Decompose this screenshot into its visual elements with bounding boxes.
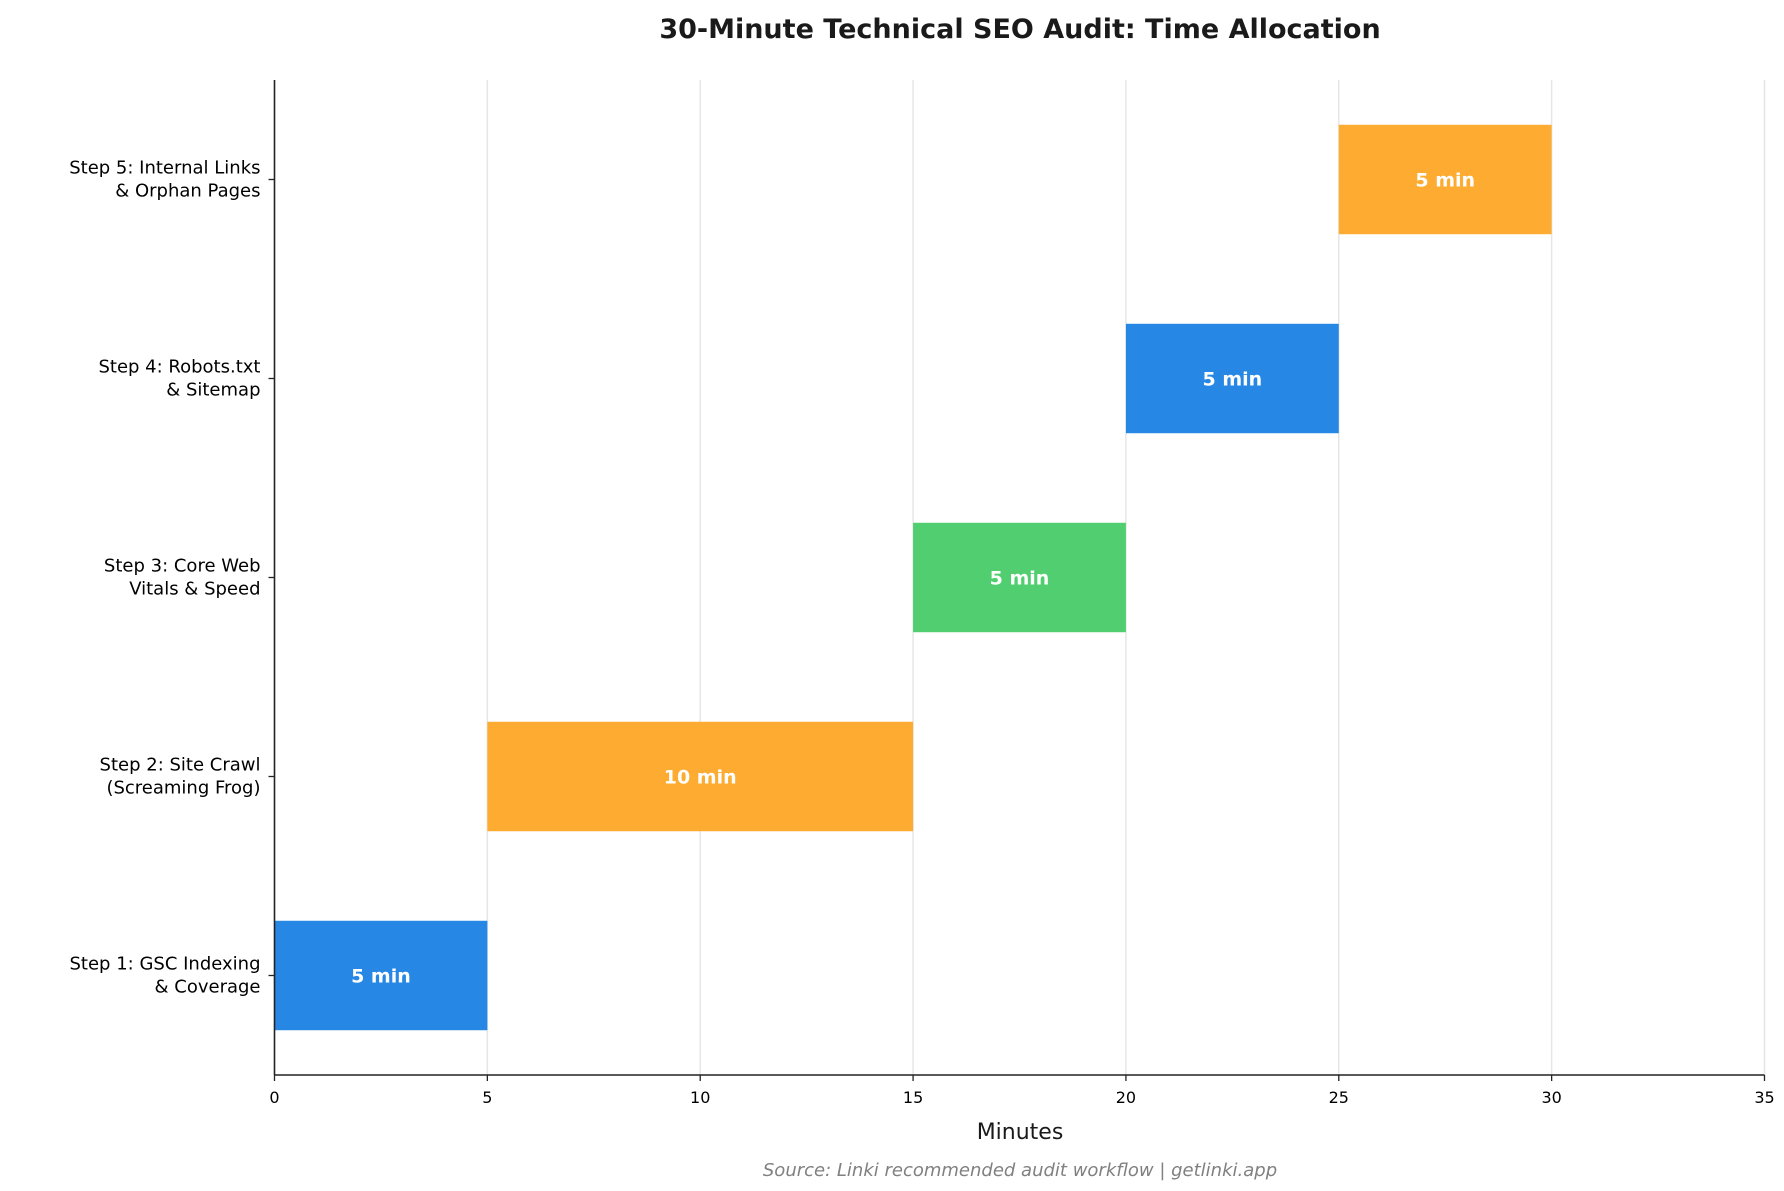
y-tick-label: Step 1: GSC Indexing & Coverage (70, 954, 261, 998)
y-tick-label: Step 3: Core Web Vitals & Speed (104, 556, 261, 600)
bar-label: 5 min (990, 568, 1050, 590)
bar (913, 522, 1126, 633)
x-tick-label: 5 (482, 1088, 492, 1107)
source-note: Source: Linki recommended audit workflow… (763, 1160, 1277, 1181)
y-tick-label: Step 2: Site Crawl (Screaming Frog) (100, 755, 261, 799)
bar (487, 721, 914, 832)
x-tick-label: 15 (903, 1088, 923, 1107)
bar (1125, 323, 1339, 434)
x-tick-label: 10 (690, 1088, 710, 1107)
x-axis-label: Minutes (977, 1120, 1064, 1145)
y-tick-label: Step 4: Robots.txt & Sitemap (98, 357, 260, 401)
bar (1338, 124, 1552, 235)
bar-label: 10 min (664, 767, 737, 789)
bar-label: 5 min (351, 966, 411, 988)
bar (274, 920, 488, 1031)
bar-label: 5 min (1415, 170, 1475, 192)
x-tick-label: 20 (1116, 1088, 1136, 1107)
x-tick-label: 0 (269, 1088, 279, 1107)
bar-label: 5 min (1203, 369, 1263, 391)
x-tick-label: 25 (1329, 1088, 1349, 1107)
chart-title: 30-Minute Technical SEO Audit: Time Allo… (659, 14, 1380, 45)
x-tick-label: 35 (1754, 1088, 1774, 1107)
x-tick-label: 30 (1541, 1088, 1561, 1107)
y-tick-label: Step 5: Internal Links & Orphan Pages (69, 158, 260, 202)
